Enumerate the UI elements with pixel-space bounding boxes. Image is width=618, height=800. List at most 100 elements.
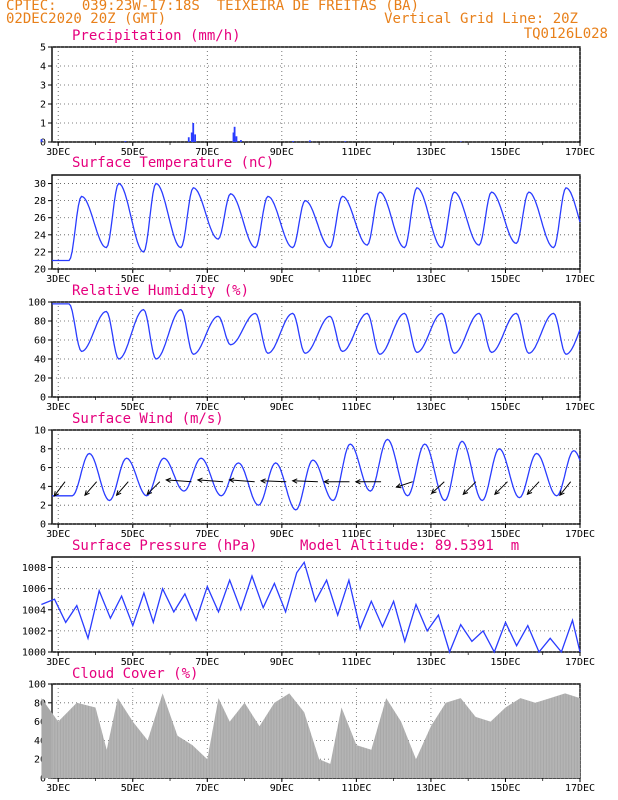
cloud-cover-area [41,693,580,778]
temperature-frame [51,174,581,270]
pressure-xtick-label: 9DEC [270,657,294,668]
precipitation-xtick-label: 15DEC [490,147,520,158]
wind-ytick-label: 4 [40,482,46,493]
temperature-title: Surface Temperature (nC) [72,155,275,171]
pressure-xtick-label: 7DEC [195,657,219,668]
precipitation-xtick-label: 7DEC [195,147,219,158]
wind-vector-head [354,479,361,485]
wind-ytick-label: 10 [34,426,46,437]
pressure-xtick-label: 11DEC [341,657,371,668]
wind-vector [494,481,508,495]
pressure-xtick-label: 13DEC [416,657,446,668]
header-location: CPTEC: 039:23W-17:18S TEIXEIRA DE FREITA… [6,0,420,14]
precipitation-ytick-label: 2 [40,100,46,111]
header-vertical-grid: Vertical Grid Line: 20Z [384,11,578,27]
pressure-ytick-label: 1000 [22,648,46,659]
wind-vector [53,481,66,497]
wind-vector-head [526,489,533,496]
precipitation-xtick-label: 13DEC [416,147,446,158]
cloud-xtick-label: 3DEC [46,783,70,794]
cloud-xtick-label: 15DEC [490,783,520,794]
temperature-ytick-label: 30 [34,179,46,190]
pressure-xtick-label: 3DEC [46,657,70,668]
precipitation-xtick-label: 11DEC [341,147,371,158]
cloud-xtick-label: 11DEC [341,783,371,794]
humidity-xtick-label: 15DEC [490,402,520,413]
temperature-ytick-label: 20 [34,265,46,276]
wind-vector-head [462,489,469,496]
cloud-ytick-label: 40 [34,736,46,747]
precipitation-bar [124,141,127,142]
wind-vector [261,480,287,483]
pressure-ytick-label: 1002 [22,626,46,637]
wind-vector [84,481,98,496]
wind-vector-head [559,490,565,497]
precipitation-ytick-label: 5 [40,43,46,54]
precipitation-bar [344,141,347,142]
humidity-ytick-label: 20 [34,374,46,385]
wind-ytick-label: 0 [40,520,46,531]
temperature-xtick-label: 15DEC [490,274,520,285]
precipitation-xtick-label: 5DEC [121,147,145,158]
pressure-xtick-label: 17DEC [565,657,595,668]
wind-vector-head [53,491,59,498]
wind-vector [292,480,318,483]
pressure-ytick-label: 1004 [22,605,46,616]
temperature-xtick-label: 11DEC [341,274,371,285]
humidity-xtick-label: 9DEC [270,402,294,413]
wind-vector [229,479,255,483]
temperature-xtick-label: 13DEC [416,274,446,285]
wind-vector [396,481,413,488]
precipitation-bar [187,137,190,142]
pressure-ytick-label: 1008 [22,563,46,574]
wind-vector-head [291,478,298,484]
cloud-xtick-label: 9DEC [270,783,294,794]
wind-xtick-label: 9DEC [270,529,294,540]
wind-vector-head [323,479,329,485]
wind-vector-head [494,489,500,496]
cloud-xtick-label: 7DEC [195,783,219,794]
wind-series-line [52,438,581,511]
temperature-series-line [52,182,581,262]
precipitation-xtick-label: 3DEC [46,147,70,158]
humidity-ytick-label: 0 [40,393,46,404]
wind-ytick-label: 8 [40,444,46,455]
wind-frame [51,429,581,525]
pressure-xtick-label: 15DEC [490,657,520,668]
precipitation-bar [192,123,195,142]
cloud-xtick-label: 17DEC [565,783,595,794]
humidity-xtick-label: 5DEC [121,402,145,413]
humidity-xtick-label: 11DEC [341,402,371,413]
humidity-xtick-label: 13DEC [416,402,446,413]
precipitation-ytick-label: 1 [40,119,46,130]
cloud-title: Cloud Cover (%) [72,666,199,682]
model-altitude-label: Model Altitude: 89.5391 m [300,538,520,554]
wind-xtick-label: 3DEC [46,529,70,540]
wind-xtick-label: 5DEC [121,529,145,540]
precipitation-bar [308,140,311,142]
pressure-xtick-label: 5DEC [121,657,145,668]
wind-xtick-label: 13DEC [416,529,446,540]
wind-xtick-label: 15DEC [490,529,520,540]
wind-xtick-label: 7DEC [195,529,219,540]
pressure-frame [51,556,581,653]
wind-vector-head [228,477,235,483]
temperature-ytick-label: 26 [34,213,46,224]
temperature-xtick-label: 5DEC [121,274,145,285]
header-datetime: 02DEC2020 20Z (GMT) [6,11,167,27]
humidity-title: Relative Humidity (%) [72,283,250,299]
pressure-series-line [41,560,581,654]
precipitation-bar [40,139,43,142]
wind-vector-head [84,490,90,497]
pressure-title: Surface Pressure (hPa) [72,538,258,554]
humidity-ytick-label: 60 [34,336,46,347]
cloud-xtick-label: 5DEC [121,783,145,794]
precipitation-ytick-label: 0 [40,138,46,149]
wind-vector [166,479,192,483]
temperature-xtick-label: 7DEC [195,274,219,285]
wind-vector-head [395,483,402,489]
temperature-xtick-label: 9DEC [270,274,294,285]
humidity-frame [51,301,581,398]
wind-vector [197,479,224,483]
humidity-ytick-label: 100 [28,298,46,309]
